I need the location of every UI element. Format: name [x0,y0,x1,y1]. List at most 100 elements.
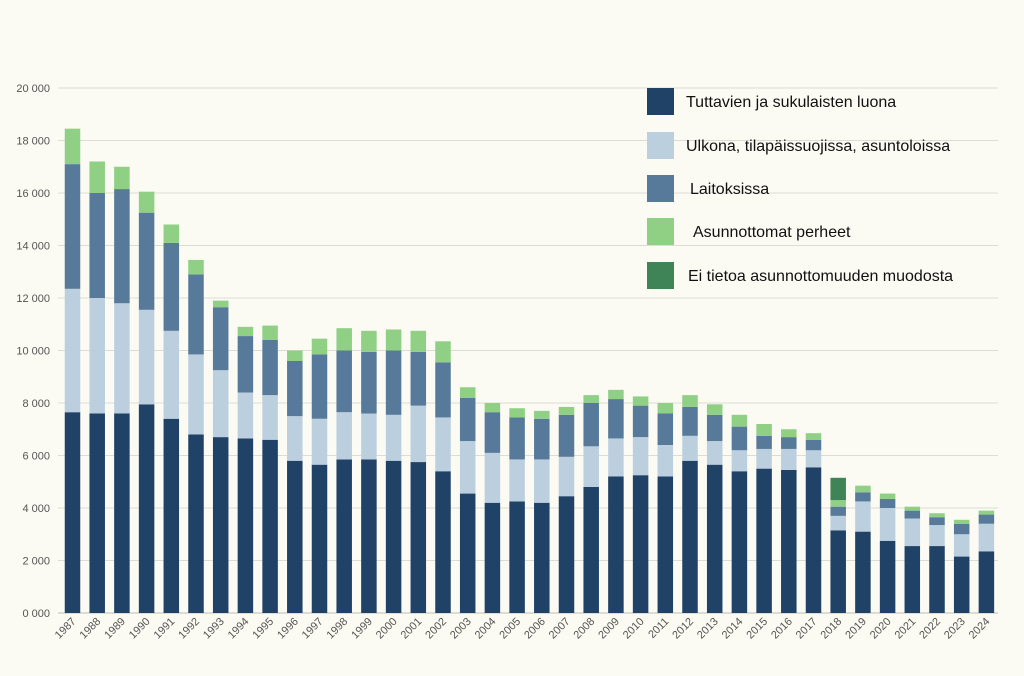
bar-segment-1997-s1 [311,418,328,465]
bar-segment-2019-s2 [855,492,871,502]
bar-segment-2009-s2 [608,399,624,439]
bar-segment-2006-s3 [534,410,550,419]
bar-segment-1989-s3 [114,166,130,190]
x-tick-label: 2014 [720,616,746,642]
bar-segment-2016-s1 [781,448,797,470]
bar-segment-2008-s1 [583,446,599,487]
bar-segment-2020-s1 [879,508,896,541]
bar-segment-2002-s3 [435,341,451,363]
bar-segment-2007-s2 [558,414,575,457]
bar-segment-2015-s0 [756,468,772,613]
y-tick-label: 16 000 [16,188,50,200]
bar-segment-1993-s2 [212,307,229,371]
bar-segment-2003-s0 [459,493,476,613]
bar-segment-2005-s3 [509,408,525,418]
bar-segment-1987-s2 [64,164,81,289]
bar-segment-2012-s1 [682,435,698,461]
bar-segment-1996-s1 [287,416,303,461]
bar-segment-2020-s2 [879,498,896,508]
bar-segment-1989-s0 [114,413,130,613]
bar-segment-2022-s3 [929,513,945,518]
x-tick-label: 2005 [497,616,523,642]
bar-segment-1990-s1 [138,309,155,405]
bar-segment-2020-s0 [879,540,896,613]
bar-segment-2022-s2 [929,517,945,526]
bar-segment-2017-s3 [805,433,822,440]
x-tick-label: 2024 [967,616,993,642]
bar-segment-2006-s2 [534,418,550,460]
x-tick-label: 1989 [102,616,128,642]
bar-segment-2013-s3 [706,404,723,415]
x-tick-label: 2013 [695,616,721,642]
bar-segment-2015-s3 [756,424,772,436]
bar-segment-2014-s1 [731,450,748,472]
bar-segment-1995-s2 [262,340,278,396]
bar-segment-2001-s3 [410,330,427,352]
bars [64,128,995,613]
bar-segment-2014-s0 [731,471,748,613]
bar-segment-2013-s2 [706,414,723,442]
bar-segment-2016-s2 [781,437,797,449]
bar-segment-2012-s2 [682,406,698,436]
bar-segment-1996-s3 [287,350,303,361]
bar-segment-2014-s2 [731,426,748,451]
bar-segment-2007-s3 [558,406,575,415]
axes: 0 000 2 000 4 000 6 000 8 000 10 000 12 000 14 … [16,83,992,641]
bar-segment-2015-s2 [756,435,772,449]
bar-segment-2002-s1 [435,417,451,472]
bar-segment-2009-s3 [608,389,624,400]
bar-segment-1988-s3 [89,161,105,193]
bar-segment-1993-s0 [212,437,229,613]
legend-swatch [647,88,674,115]
bar-segment-2022-s1 [929,525,945,547]
bar-segment-1992-s0 [188,434,204,613]
bar-segment-2023-s0 [953,556,970,613]
bar-segment-2013-s0 [706,464,723,613]
bar-segment-2017-s2 [805,439,822,451]
bar-segment-2023-s2 [953,523,970,535]
x-tick-label: 2016 [769,616,795,642]
bar-segment-2024-s0 [978,551,995,613]
bar-segment-2011-s2 [657,413,674,445]
bar-segment-2018-s0 [830,530,846,613]
bar-segment-2013-s1 [706,441,723,465]
bar-segment-2002-s2 [435,362,451,418]
x-tick-label: 2023 [942,616,968,642]
bar-segment-2011-s1 [657,445,674,477]
bar-segment-2008-s0 [583,487,599,613]
bar-segment-1988-s0 [89,413,105,613]
bar-segment-1999-s2 [361,351,377,414]
bar-segment-1993-s3 [212,300,229,308]
bar-segment-2007-s0 [558,496,575,613]
x-tick-label: 2008 [572,616,598,642]
legend-label: Laitoksissa [690,181,769,198]
bar-segment-1996-s0 [287,460,303,613]
bar-segment-1988-s1 [89,298,105,414]
x-tick-label: 2022 [917,616,943,642]
x-tick-label: 2007 [547,616,573,642]
x-tick-label: 1988 [78,616,104,642]
bar-segment-2000-s2 [385,350,402,415]
bar-segment-2008-s3 [583,395,599,403]
x-tick-label: 1995 [250,616,276,642]
bar-segment-1996-s2 [287,361,303,417]
x-tick-label: 2017 [794,616,820,642]
bar-segment-1995-s1 [262,395,278,440]
x-tick-label: 2002 [423,616,449,642]
bar-segment-2016-s0 [781,469,797,613]
x-tick-label: 2003 [448,616,474,642]
x-tick-label: 1997 [300,616,326,642]
bar-segment-1995-s3 [262,325,278,340]
bar-segment-1991-s1 [163,330,180,419]
bar-segment-2010-s0 [632,475,649,613]
legend: Tuttavien ja sukulaisten luona Ulkona, ti… [647,88,953,289]
bar-segment-2022-s0 [929,546,945,613]
y-tick-label: 6 000 [22,451,50,463]
bar-segment-2003-s1 [459,441,476,494]
bar-segment-2003-s2 [459,397,476,442]
bar-segment-2018-s4 [830,477,846,501]
bar-segment-2015-s1 [756,448,772,469]
x-tick-label: 2011 [646,616,671,641]
bar-segment-1987-s0 [64,412,81,613]
